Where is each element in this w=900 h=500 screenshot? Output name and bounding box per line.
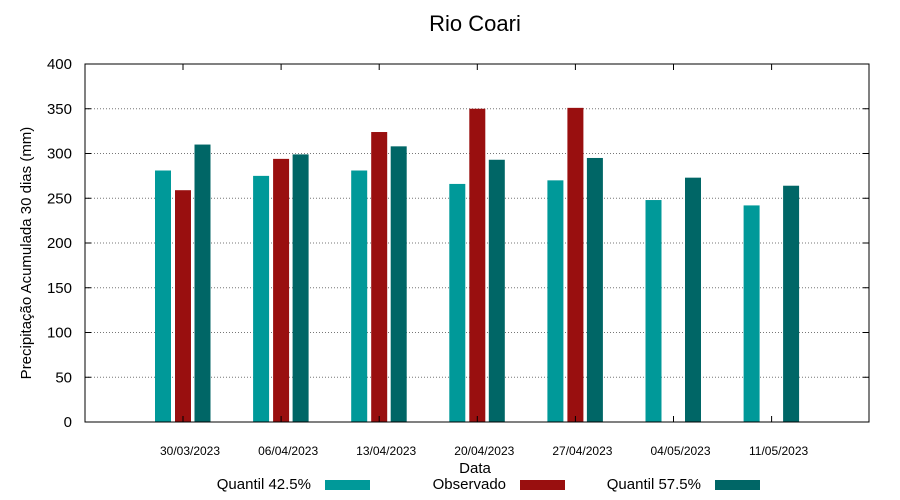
y-axis-ticks: 0 50 100 150 200 250 300 350 400 [47,56,869,431]
y-axis-label: Precipitação Acumulada 30 dias (mm) [18,127,35,380]
legend: Quantil 42.5% Observado Quantil 57.5% [217,476,760,493]
bar [273,158,290,422]
bar [783,185,800,422]
legend-swatch [325,480,370,490]
bar [449,183,466,422]
legend-label: Quantil 42.5% [217,476,311,493]
bar [155,170,171,422]
x-tick-label: 30/03/2023 [160,444,220,458]
y-tick-label: 100 [47,325,72,342]
bar [390,146,407,422]
y-tick-label: 400 [47,56,72,73]
x-axis-ticks: 30/03/2023 06/04/2023 13/04/2023 20/04/2023… [160,64,809,458]
x-tick-label: 04/05/2023 [650,444,710,458]
x-tick-label: 27/04/2023 [552,444,612,458]
bars [155,107,800,423]
y-tick-label: 150 [47,280,72,297]
x-tick-label: 13/04/2023 [356,444,416,458]
x-axis-label: Data [459,460,491,477]
bar [194,144,211,423]
bar [645,200,662,422]
bar [586,157,603,422]
legend-swatch [520,480,565,490]
bar [567,107,584,422]
y-tick-label: 350 [47,101,72,118]
legend-label: Observado [433,476,506,493]
bar [685,177,701,422]
bar [371,132,388,422]
y-tick-label: 0 [64,414,72,431]
bar [469,108,486,422]
bar [351,170,368,422]
bar [743,205,760,422]
y-tick-label: 300 [47,146,72,163]
x-tick-label: 20/04/2023 [454,444,514,458]
x-tick-label: 11/05/2023 [749,444,808,458]
bar [253,175,270,422]
legend-label: Quantil 57.5% [607,476,701,493]
y-tick-label: 200 [47,235,72,252]
bar [175,190,191,422]
bar [488,159,505,422]
bar [547,180,564,422]
legend-swatch [715,480,760,490]
chart-title: Rio Coari [429,11,521,36]
y-tick-label: 50 [55,369,72,386]
y-tick-label: 250 [47,190,72,207]
bar [292,154,309,422]
x-tick-label: 06/04/2023 [258,444,318,458]
